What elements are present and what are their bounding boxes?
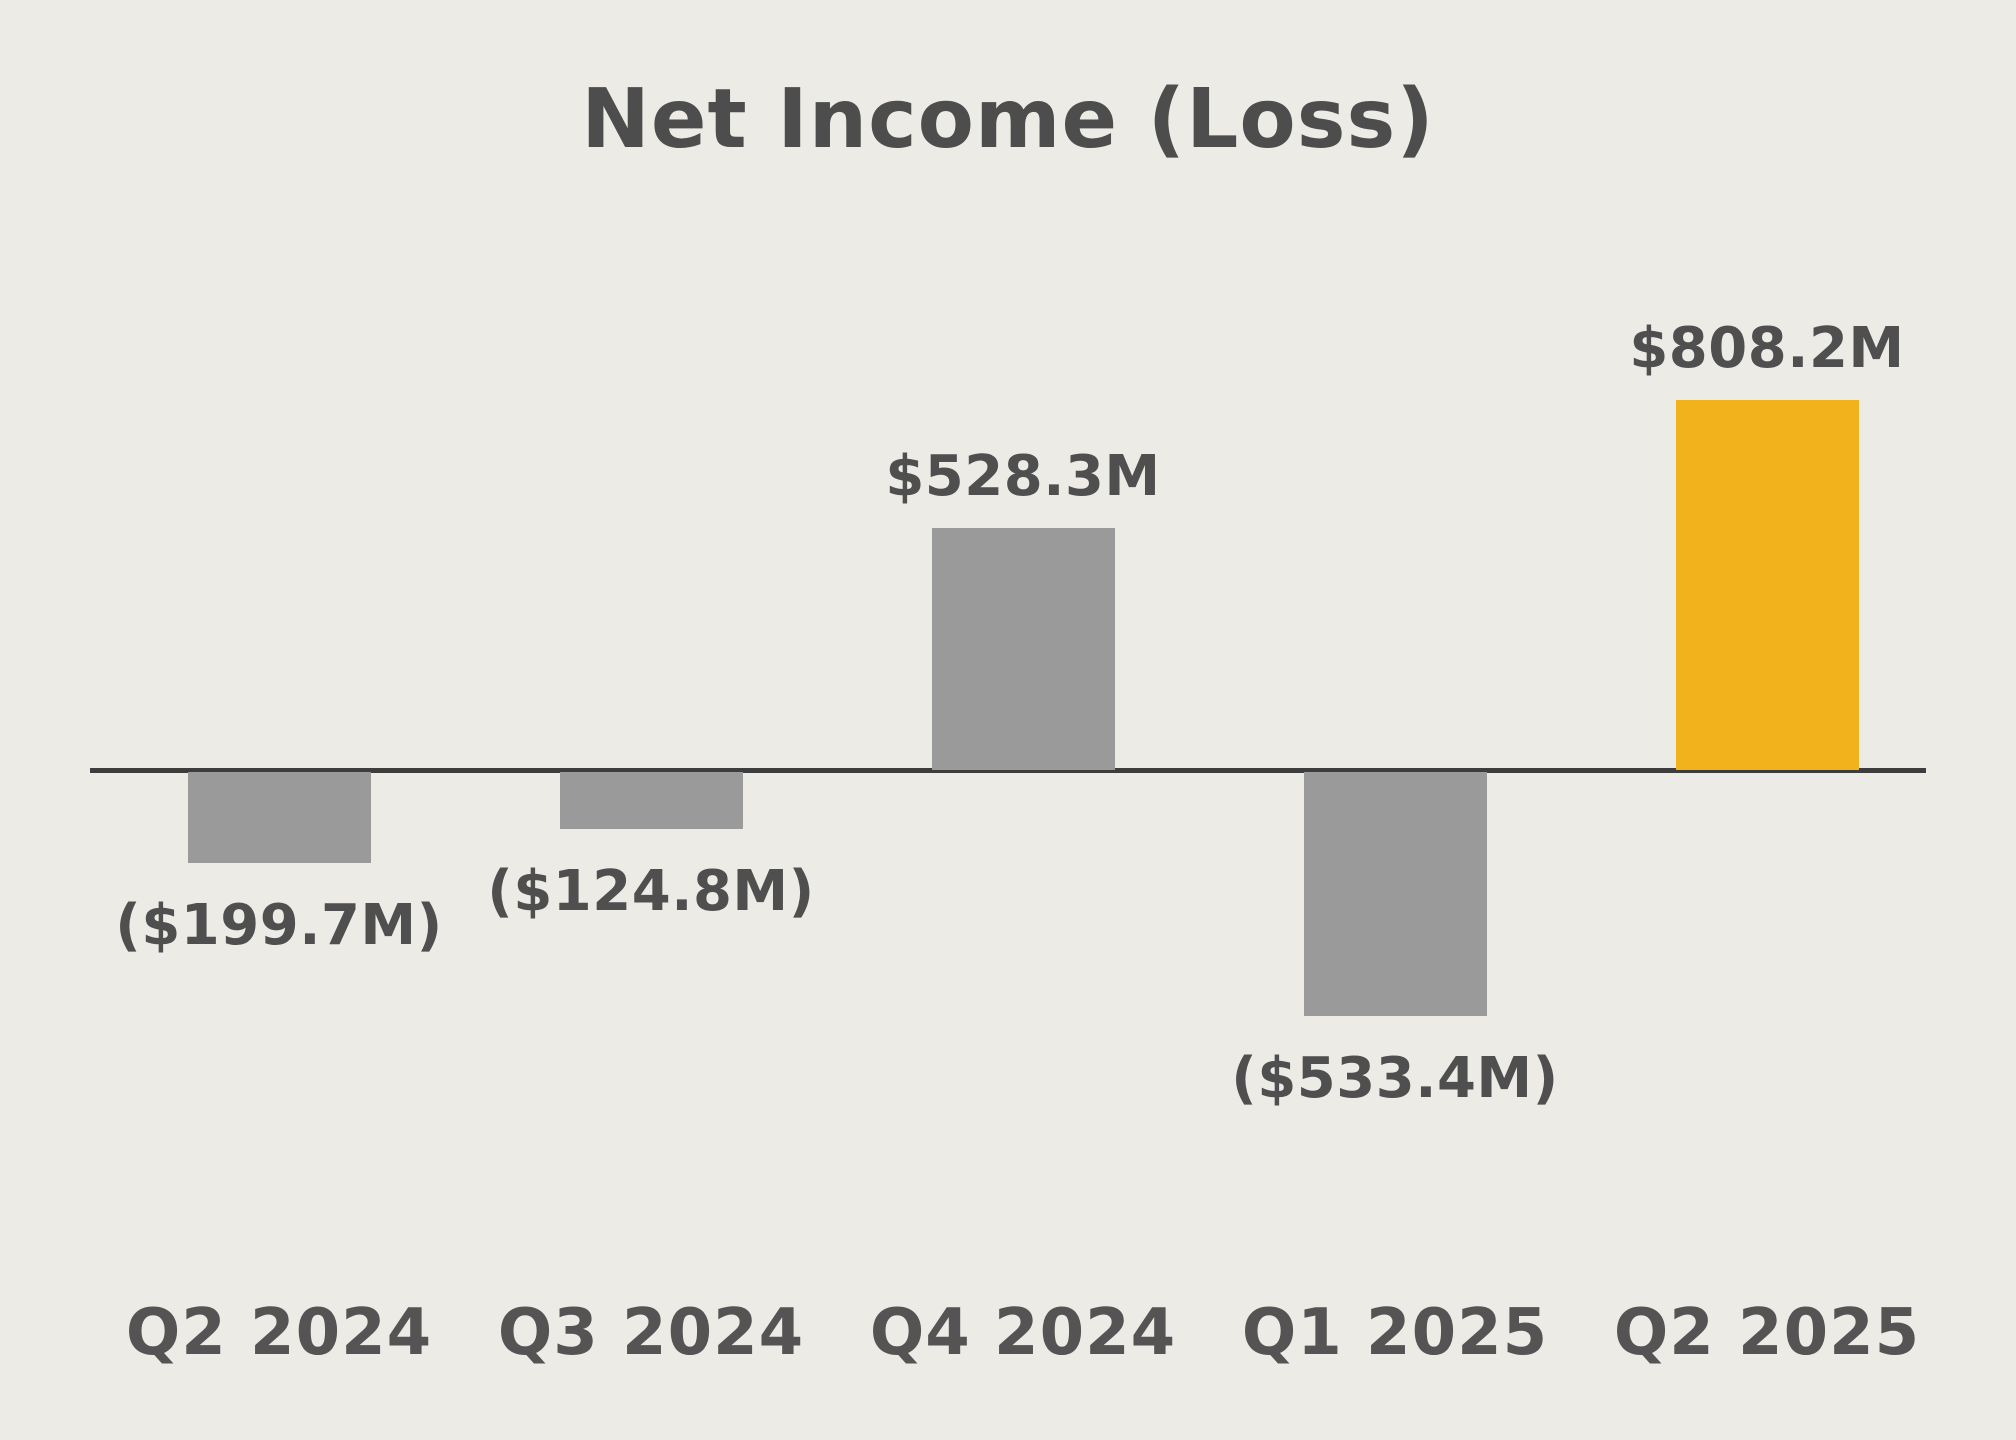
value-label-q3-2024: ($124.8M) — [487, 859, 815, 925]
x-axis-label-q2-2024: Q2 2024 — [125, 1296, 433, 1370]
x-axis-label-q3-2024: Q3 2024 — [497, 1296, 805, 1370]
x-axis-label-q4-2024: Q4 2024 — [869, 1296, 1177, 1370]
bar-q4-2024 — [931, 528, 1115, 770]
chart-title: Net Income (Loss) — [581, 72, 1435, 167]
baseline-axis — [90, 768, 1926, 773]
bar-q2-2025 — [1675, 399, 1859, 770]
value-label-q2-2024: ($199.7M) — [115, 893, 443, 959]
value-label-q2-2025: $808.2M — [1629, 315, 1905, 381]
value-label-q4-2024: $528.3M — [885, 444, 1161, 510]
value-label-q1-2025: ($533.4M) — [1231, 1046, 1559, 1112]
bar-q2-2024 — [187, 772, 371, 864]
bar-q1-2025 — [1303, 772, 1487, 1017]
bar-q3-2024 — [559, 772, 743, 830]
x-axis-label-q1-2025: Q1 2025 — [1241, 1296, 1549, 1370]
x-axis-label-q2-2025: Q2 2025 — [1613, 1296, 1921, 1370]
